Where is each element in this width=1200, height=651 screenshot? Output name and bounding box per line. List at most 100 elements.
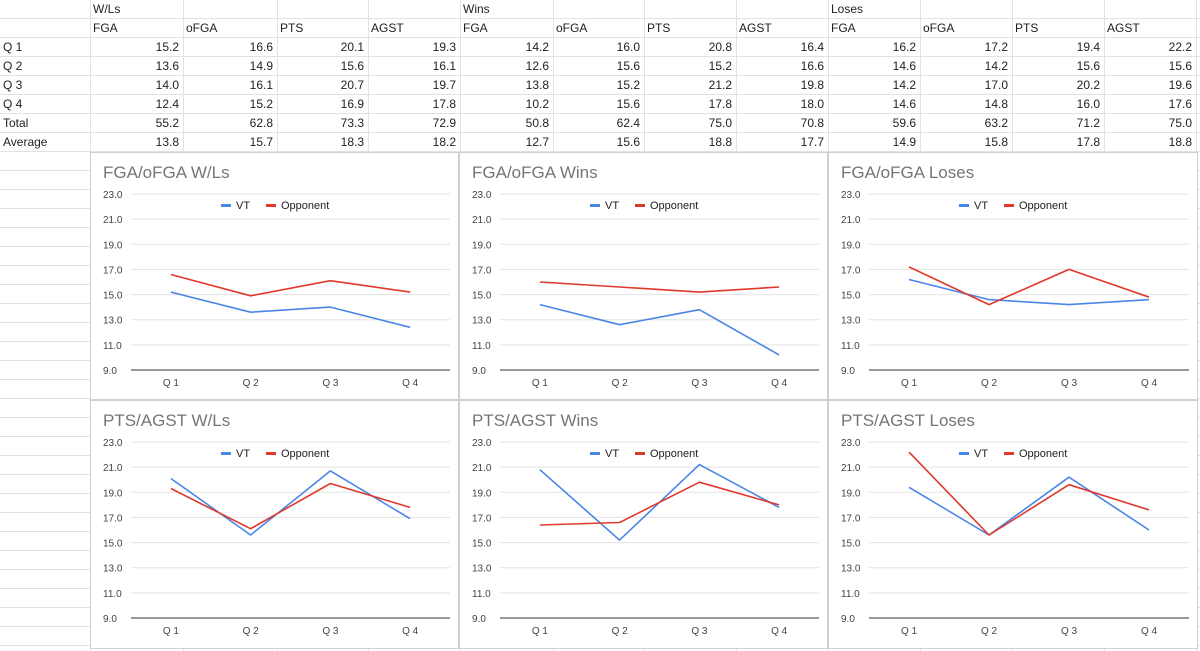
- row-label[interactable]: Total: [3, 116, 29, 130]
- table-cell[interactable]: 73.3: [340, 116, 364, 130]
- table-cell[interactable]: 15.2: [616, 78, 640, 92]
- opponent-series-line[interactable]: [908, 451, 1150, 536]
- table-cell[interactable]: 21.2: [708, 78, 732, 92]
- table-cell[interactable]: 15.6: [616, 59, 640, 73]
- column-header[interactable]: FGA: [463, 21, 488, 35]
- table-cell[interactable]: 16.0: [1076, 97, 1100, 111]
- table-cell[interactable]: 62.8: [249, 116, 273, 130]
- sheet-row[interactable]: [0, 0, 1200, 19]
- sheet-row[interactable]: [0, 76, 1200, 95]
- vt-series-line[interactable]: [170, 470, 411, 536]
- table-cell[interactable]: 17.6: [1168, 97, 1192, 111]
- column-header[interactable]: oFGA: [923, 21, 955, 35]
- table-cell[interactable]: 22.2: [1168, 40, 1192, 54]
- group-header[interactable]: Wins: [463, 2, 490, 16]
- table-cell[interactable]: 20.1: [340, 40, 364, 54]
- table-cell[interactable]: 15.6: [1168, 59, 1192, 73]
- table-cell[interactable]: 16.9: [340, 97, 364, 111]
- column-header[interactable]: AGST: [739, 21, 772, 35]
- table-cell[interactable]: 63.2: [984, 116, 1008, 130]
- table-cell[interactable]: 59.6: [892, 116, 916, 130]
- table-cell[interactable]: 18.0: [800, 97, 824, 111]
- group-header[interactable]: W/Ls: [93, 2, 121, 16]
- table-cell[interactable]: 15.8: [984, 135, 1008, 149]
- table-cell[interactable]: 19.7: [432, 78, 456, 92]
- sheet-row[interactable]: [0, 95, 1200, 114]
- table-cell[interactable]: 15.7: [249, 135, 273, 149]
- table-cell[interactable]: 15.6: [1076, 59, 1100, 73]
- table-cell[interactable]: 17.8: [1076, 135, 1100, 149]
- table-cell[interactable]: 16.6: [249, 40, 273, 54]
- table-cell[interactable]: 14.8: [984, 97, 1008, 111]
- table-cell[interactable]: 16.6: [800, 59, 824, 73]
- table-cell[interactable]: 17.2: [984, 40, 1008, 54]
- column-header[interactable]: PTS: [1015, 21, 1039, 35]
- vt-series-line[interactable]: [908, 476, 1150, 536]
- table-cell[interactable]: 75.0: [1168, 116, 1192, 130]
- table-cell[interactable]: 12.6: [525, 59, 549, 73]
- sheet-row[interactable]: [0, 38, 1200, 57]
- table-cell[interactable]: 16.2: [892, 40, 916, 54]
- row-label[interactable]: Average: [3, 135, 48, 149]
- table-cell[interactable]: 19.3: [432, 40, 456, 54]
- sheet-row[interactable]: [0, 114, 1200, 133]
- table-cell[interactable]: 13.8: [155, 135, 179, 149]
- opponent-series-line[interactable]: [908, 266, 1150, 306]
- table-cell[interactable]: 71.2: [1076, 116, 1100, 130]
- vt-series-line[interactable]: [908, 278, 1150, 306]
- row-label[interactable]: Q 1: [3, 40, 23, 54]
- line-chart[interactable]: FGA/oFGA Wins 23.0 21.0 19.0 17.0 15.0 13.0 11.…: [459, 152, 828, 400]
- table-cell[interactable]: 12.4: [155, 97, 179, 111]
- table-cell[interactable]: 18.3: [340, 135, 364, 149]
- line-chart[interactable]: PTS/AGST Loses 23.0 21.0 19.0 17.0 15.0 13.0 11…: [828, 400, 1198, 649]
- opponent-series-line[interactable]: [539, 281, 780, 293]
- table-cell[interactable]: 15.2: [708, 59, 732, 73]
- table-cell[interactable]: 13.6: [155, 59, 179, 73]
- table-cell[interactable]: 19.8: [800, 78, 824, 92]
- table-cell[interactable]: 18.8: [1168, 135, 1192, 149]
- column-header[interactable]: PTS: [280, 21, 304, 35]
- table-cell[interactable]: 18.8: [708, 135, 732, 149]
- table-cell[interactable]: 20.8: [708, 40, 732, 54]
- table-cell[interactable]: 14.0: [155, 78, 179, 92]
- table-cell[interactable]: 13.8: [525, 78, 549, 92]
- opponent-series-line[interactable]: [539, 481, 780, 526]
- table-cell[interactable]: 75.0: [708, 116, 732, 130]
- table-cell[interactable]: 14.2: [892, 78, 916, 92]
- table-cell[interactable]: 15.2: [155, 40, 179, 54]
- table-cell[interactable]: 14.2: [525, 40, 549, 54]
- table-cell[interactable]: 62.4: [616, 116, 640, 130]
- table-cell[interactable]: 14.9: [892, 135, 916, 149]
- column-header[interactable]: oFGA: [186, 21, 218, 35]
- table-cell[interactable]: 10.2: [525, 97, 549, 111]
- table-cell[interactable]: 19.6: [1168, 78, 1192, 92]
- column-header[interactable]: AGST: [1107, 21, 1140, 35]
- table-cell[interactable]: 15.6: [616, 97, 640, 111]
- table-cell[interactable]: 14.6: [892, 97, 916, 111]
- opponent-series-line[interactable]: [170, 273, 411, 297]
- line-chart[interactable]: PTS/AGST W/Ls 23.0 21.0 19.0 17.0 15.0 13.0 11.…: [90, 400, 459, 649]
- sheet-row[interactable]: [0, 133, 1200, 152]
- table-cell[interactable]: 17.8: [708, 97, 732, 111]
- vt-series-line[interactable]: [539, 303, 780, 356]
- table-cell[interactable]: 16.1: [249, 78, 273, 92]
- table-cell[interactable]: 55.2: [155, 116, 179, 130]
- table-cell[interactable]: 16.4: [800, 40, 824, 54]
- line-chart[interactable]: FGA/oFGA W/Ls 23.0 21.0 19.0 17.0 15.0 13.0 11.…: [90, 152, 459, 400]
- column-header[interactable]: FGA: [93, 21, 118, 35]
- table-cell[interactable]: 19.4: [1076, 40, 1100, 54]
- table-cell[interactable]: 50.8: [525, 116, 549, 130]
- table-cell[interactable]: 70.8: [800, 116, 824, 130]
- sheet-row[interactable]: [0, 57, 1200, 76]
- sheet-row[interactable]: [0, 19, 1200, 38]
- group-header[interactable]: Loses: [831, 2, 864, 16]
- table-cell[interactable]: 17.7: [800, 135, 824, 149]
- table-cell[interactable]: 15.6: [340, 59, 364, 73]
- table-cell[interactable]: 16.0: [616, 40, 640, 54]
- table-cell[interactable]: 14.2: [984, 59, 1008, 73]
- vt-series-line[interactable]: [170, 291, 411, 329]
- table-cell[interactable]: 17.0: [984, 78, 1008, 92]
- table-cell[interactable]: 16.1: [432, 59, 456, 73]
- table-cell[interactable]: 20.2: [1076, 78, 1100, 92]
